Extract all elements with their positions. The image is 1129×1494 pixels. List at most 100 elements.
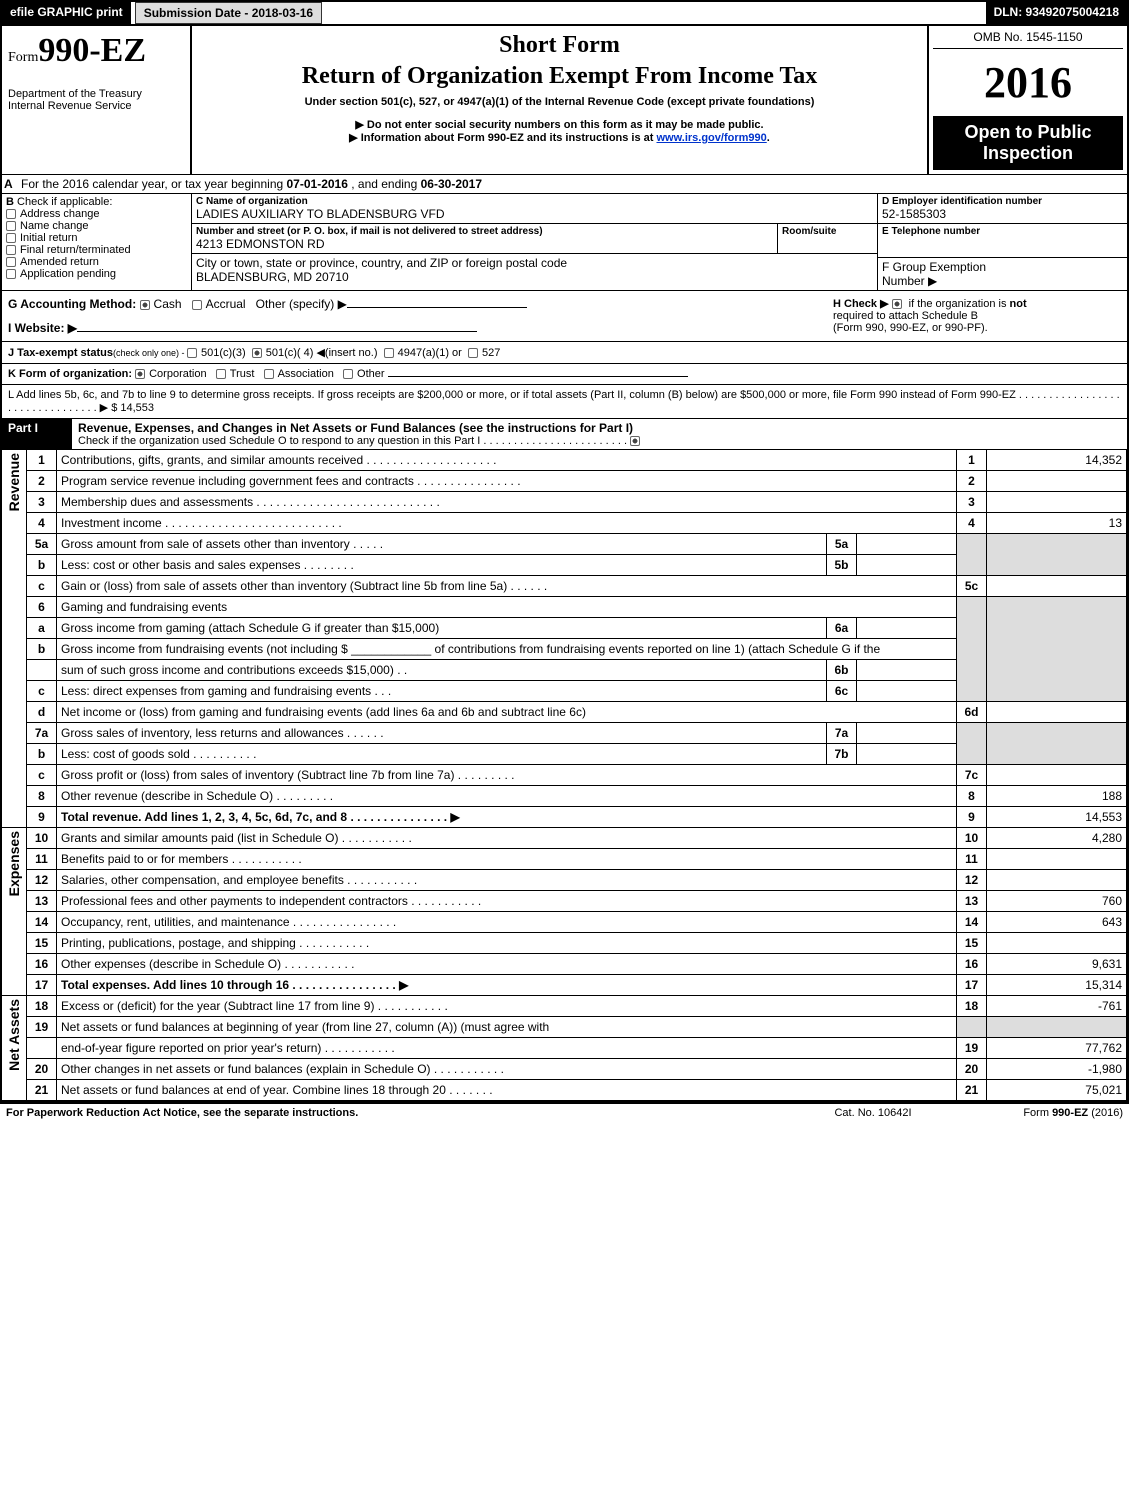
footer-right: Form 990-EZ (2016) — [963, 1107, 1123, 1119]
city-cell: City or town, state or province, country… — [192, 254, 877, 286]
row-7a: 7aGross sales of inventory, less returns… — [2, 723, 1127, 744]
amt-7c — [987, 765, 1127, 786]
form-number: Form990-EZ — [8, 32, 184, 70]
city-state-zip: BLADENSBURG, MD 20710 — [196, 270, 873, 284]
footer-cat: Cat. No. 10642I — [783, 1107, 963, 1119]
chk-cash[interactable] — [140, 300, 150, 310]
chk-amended[interactable]: Amended return — [6, 256, 187, 268]
chk-accrual[interactable] — [192, 300, 202, 310]
row-20: 20Other changes in net assets or fund ba… — [2, 1059, 1127, 1080]
amt-6d — [987, 702, 1127, 723]
ein-value: 52-1585303 — [882, 207, 1123, 221]
row-9: 9Total revenue. Add lines 1, 2, 3, 4, 5c… — [2, 807, 1127, 828]
amt-5c — [987, 576, 1127, 597]
chk-527[interactable] — [468, 348, 478, 358]
amt-21: 75,021 — [987, 1080, 1127, 1101]
row-12: 12Salaries, other compensation, and empl… — [2, 870, 1127, 891]
irs-label: Internal Revenue Service — [8, 100, 184, 112]
amt-11 — [987, 849, 1127, 870]
chk-pending[interactable]: Application pending — [6, 268, 187, 280]
chk-h[interactable] — [892, 299, 902, 309]
org-name-cell: C Name of organization LADIES AUXILIARY … — [192, 194, 877, 224]
chk-initial[interactable]: Initial return — [6, 232, 187, 244]
page-footer: For Paperwork Reduction Act Notice, see … — [0, 1103, 1129, 1122]
row-6: 6Gaming and fundraising events — [2, 597, 1127, 618]
line-i: I Website: ▶ — [8, 321, 821, 335]
row-18: Net Assets 18Excess or (deficit) for the… — [2, 996, 1127, 1017]
line-j: J Tax-exempt status(check only one) - 50… — [2, 341, 1127, 363]
box-d: D Employer identification number 52-1585… — [878, 194, 1127, 224]
title-main: Return of Organization Exempt From Incom… — [200, 63, 919, 90]
title-info: ▶ Information about Form 990-EZ and its … — [200, 131, 919, 144]
top-bar: efile GRAPHIC print Submission Date - 20… — [2, 2, 1127, 26]
amt-10: 4,280 — [987, 828, 1127, 849]
row-4: 4Investment income . . . . . . . . . . .… — [2, 513, 1127, 534]
amt-16: 9,631 — [987, 954, 1127, 975]
row-13: 13Professional fees and other payments t… — [2, 891, 1127, 912]
line-a-label: A — [2, 175, 17, 193]
chk-501c3[interactable] — [187, 348, 197, 358]
row-3: 3Membership dues and assessments . . . .… — [2, 492, 1127, 513]
amt-19: 77,762 — [987, 1038, 1127, 1059]
row-5c: cGain or (loss) from sale of assets othe… — [2, 576, 1127, 597]
other-specify-input[interactable] — [347, 307, 527, 308]
part1-check-note: Check if the organization used Schedule … — [78, 435, 1121, 447]
amt-2 — [987, 471, 1127, 492]
row-16: 16Other expenses (describe in Schedule O… — [2, 954, 1127, 975]
tax-year: 2016 — [933, 49, 1123, 116]
box-e: E Telephone number — [878, 224, 1127, 258]
row-11: 11Benefits paid to or for members . . . … — [2, 849, 1127, 870]
line-h: H Check ▶ if the organization is not req… — [827, 291, 1127, 341]
other-org-input[interactable] — [388, 376, 688, 377]
row-19a: 19Net assets or fund balances at beginni… — [2, 1017, 1127, 1038]
part1-table: Revenue 1 Contributions, gifts, grants, … — [2, 449, 1127, 1101]
omb-number: OMB No. 1545-1150 — [933, 30, 1123, 49]
open-to-public: Open to Public Inspection — [933, 116, 1123, 170]
amt-13: 760 — [987, 891, 1127, 912]
website-input[interactable] — [77, 331, 477, 332]
efile-badge[interactable]: efile GRAPHIC print — [2, 2, 131, 24]
irs-link[interactable]: www.irs.gov/form990 — [657, 132, 767, 144]
expenses-label: Expenses — [6, 831, 22, 896]
chk-trust[interactable] — [216, 369, 226, 379]
line-a-text: For the 2016 calendar year, or tax year … — [17, 175, 1127, 193]
chk-final[interactable]: Final return/terminated — [6, 244, 187, 256]
row-1: Revenue 1 Contributions, gifts, grants, … — [2, 450, 1127, 471]
title-subtitle: Under section 501(c), 527, or 4947(a)(1)… — [200, 96, 919, 108]
street-address: 4213 EDMONSTON RD — [196, 237, 773, 251]
form-container: efile GRAPHIC print Submission Date - 20… — [0, 0, 1129, 1103]
chk-address[interactable]: Address change — [6, 208, 187, 220]
chk-schedule-o[interactable] — [630, 436, 640, 446]
amt-8: 188 — [987, 786, 1127, 807]
bcdef-row: B Check if applicable: Address change Na… — [2, 193, 1127, 290]
row-10: Expenses 10Grants and similar amounts pa… — [2, 828, 1127, 849]
amt-14: 643 — [987, 912, 1127, 933]
amt-1: 14,352 — [987, 450, 1127, 471]
line-l: L Add lines 5b, 6c, and 7b to line 9 to … — [2, 384, 1127, 418]
chk-assoc[interactable] — [264, 369, 274, 379]
chk-corp[interactable] — [135, 369, 145, 379]
org-name: LADIES AUXILIARY TO BLADENSBURG VFD — [196, 207, 873, 221]
chk-4947[interactable] — [384, 348, 394, 358]
amt-20: -1,980 — [987, 1059, 1127, 1080]
dln-number: DLN: 93492075004218 — [986, 2, 1127, 24]
form-number-cell: Form990-EZ Department of the Treasury In… — [2, 26, 192, 174]
line-k: K Form of organization: Corporation Trus… — [2, 363, 1127, 384]
net-assets-label: Net Assets — [6, 999, 22, 1071]
row-7c: cGross profit or (loss) from sales of in… — [2, 765, 1127, 786]
amt-9: 14,553 — [987, 807, 1127, 828]
row-5a: 5aGross amount from sale of assets other… — [2, 534, 1127, 555]
row-15: 15Printing, publications, postage, and s… — [2, 933, 1127, 954]
revenue-label: Revenue — [6, 453, 22, 511]
amt-18: -761 — [987, 996, 1127, 1017]
footer-left: For Paperwork Reduction Act Notice, see … — [6, 1107, 783, 1119]
amt-3 — [987, 492, 1127, 513]
chk-501c[interactable] — [252, 348, 262, 358]
title-warning: ▶ Do not enter social security numbers o… — [200, 118, 919, 131]
title-short-form: Short Form — [200, 32, 919, 59]
box-def: D Employer identification number 52-1585… — [877, 194, 1127, 290]
chk-name[interactable]: Name change — [6, 220, 187, 232]
row-14: 14Occupancy, rent, utilities, and mainte… — [2, 912, 1127, 933]
row-17: 17Total expenses. Add lines 10 through 1… — [2, 975, 1127, 996]
chk-other-org[interactable] — [343, 369, 353, 379]
